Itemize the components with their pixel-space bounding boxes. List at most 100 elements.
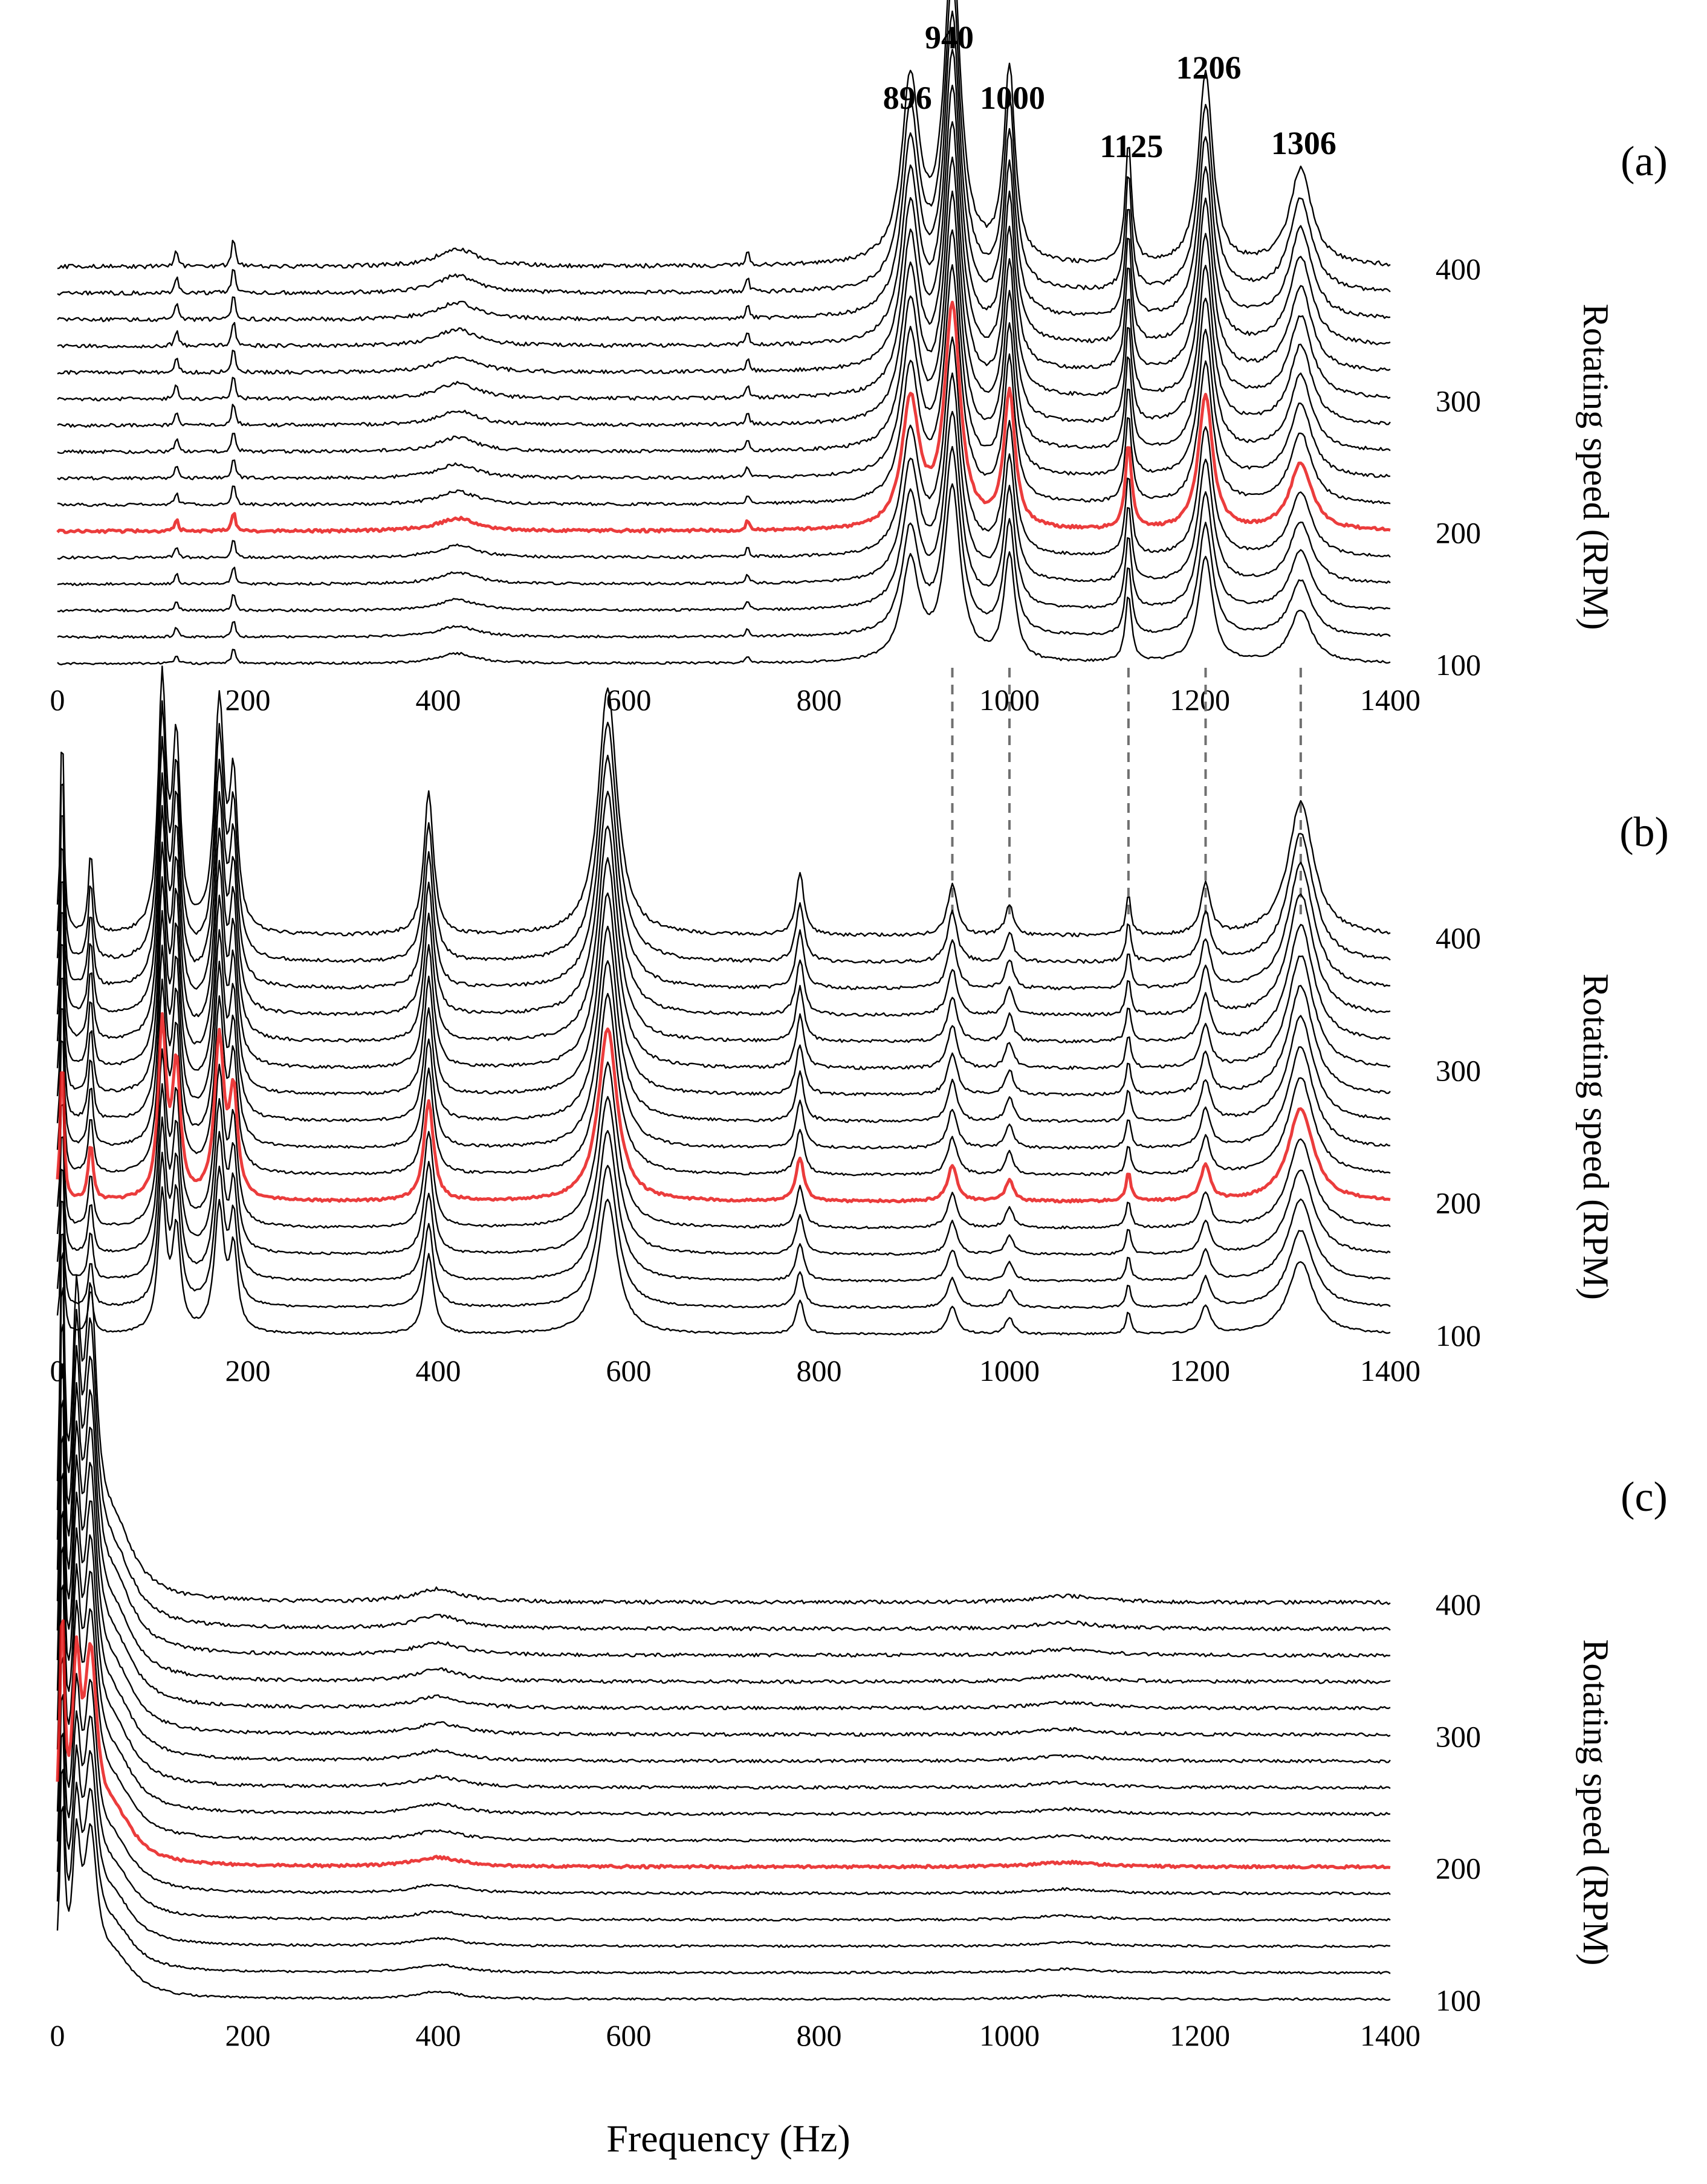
y-axis-title: Rotating speed (RPM) bbox=[1576, 974, 1616, 1300]
x-tick-label: 600 bbox=[606, 1354, 652, 1388]
x-tick-label: 800 bbox=[797, 2018, 842, 2052]
trace-rpm-400 bbox=[57, 0, 1391, 270]
panel-label: (b) bbox=[1619, 809, 1669, 856]
y-tick-label: 100 bbox=[1436, 1983, 1481, 2017]
x-tick-label: 200 bbox=[225, 1354, 271, 1388]
trace-rpm-180 bbox=[56, 1656, 1391, 1896]
panel-2: 0 200 400 600 800 1000 1200 1400100200300400Rot… bbox=[50, 1252, 1668, 2052]
y-axis-title: Rotating speed (RPM) bbox=[1576, 304, 1616, 630]
x-tick-label: 0 bbox=[50, 1354, 65, 1388]
x-tick-label: 0 bbox=[50, 683, 65, 717]
trace-rpm-220 bbox=[56, 1585, 1391, 1843]
trace-rpm-100 bbox=[57, 483, 1391, 665]
trace-rpm-240 bbox=[56, 945, 1391, 1150]
peak-annotation: 896 bbox=[883, 80, 932, 116]
peak-annotation: 1206 bbox=[1176, 50, 1242, 86]
y-axis-title: Rotating speed (RPM) bbox=[1576, 1640, 1616, 1966]
trace-rpm-180 bbox=[56, 1048, 1391, 1230]
trace-rpm-240 bbox=[56, 1546, 1391, 1817]
x-tick-label: 800 bbox=[797, 1354, 842, 1388]
peak-annotation: 1306 bbox=[1271, 125, 1336, 161]
trace-rpm-120 bbox=[56, 1151, 1391, 1309]
trace-rpm-100 bbox=[56, 1806, 1391, 2001]
x-tick-label: 200 bbox=[225, 683, 271, 717]
x-tick-label: 800 bbox=[797, 683, 842, 717]
x-tick-label: 1200 bbox=[1170, 683, 1230, 717]
trace-rpm-360 bbox=[56, 1323, 1391, 1658]
trace-rpm-160 bbox=[56, 1083, 1391, 1256]
x-tick-label: 200 bbox=[225, 2018, 271, 2052]
panel-label: (c) bbox=[1621, 1474, 1668, 1520]
x-tick-label: 1400 bbox=[1360, 1354, 1420, 1388]
trace-rpm-160 bbox=[57, 372, 1391, 586]
x-tick-label: 400 bbox=[416, 2018, 461, 2052]
trace-rpm-260 bbox=[57, 190, 1391, 454]
trace-rpm-140 bbox=[56, 1116, 1391, 1283]
trace-highlight-rpm-200 bbox=[56, 1619, 1391, 1870]
x-axis-title: Frequency (Hz) bbox=[606, 2117, 850, 2160]
y-tick-label: 400 bbox=[1436, 1588, 1481, 1621]
trace-rpm-160 bbox=[56, 1694, 1391, 1922]
panel-1: 0 200 400 600 800 1000 1200 1400 100 200 300 400 Rot… bbox=[50, 665, 1669, 1388]
y-tick-label: 100 bbox=[1436, 648, 1481, 682]
trace-rpm-340 bbox=[56, 772, 1391, 1017]
trace-rpm-280 bbox=[56, 876, 1391, 1097]
trace-rpm-280 bbox=[57, 157, 1391, 428]
trace-rpm-360 bbox=[56, 735, 1391, 990]
trace-highlight-rpm-200 bbox=[56, 300, 1391, 534]
y-tick-label: 400 bbox=[1436, 252, 1481, 286]
panel-label: (a) bbox=[1621, 138, 1668, 185]
x-tick-label: 1400 bbox=[1360, 683, 1420, 717]
y-tick-label: 200 bbox=[1436, 516, 1481, 550]
trace-rpm-220 bbox=[56, 978, 1391, 1177]
trace-rpm-140 bbox=[56, 1733, 1391, 1948]
y-tick-label: 300 bbox=[1436, 1719, 1481, 1753]
y-tick-label: 400 bbox=[1436, 921, 1481, 955]
trace-rpm-340 bbox=[56, 1363, 1391, 1684]
trace-rpm-360 bbox=[57, 10, 1391, 323]
peak-annotation: 1000 bbox=[980, 80, 1045, 116]
x-tick-label: 0 bbox=[50, 2018, 65, 2052]
trace-rpm-120 bbox=[56, 1768, 1391, 1975]
peak-annotation: 1125 bbox=[1100, 128, 1163, 164]
trace-rpm-260 bbox=[56, 1511, 1391, 1790]
y-tick-label: 100 bbox=[1436, 1319, 1481, 1352]
trace-rpm-240 bbox=[57, 229, 1391, 481]
trace-rpm-140 bbox=[57, 410, 1391, 613]
trace-rpm-300 bbox=[56, 841, 1391, 1070]
trace-rpm-260 bbox=[56, 909, 1391, 1123]
trace-rpm-120 bbox=[57, 445, 1391, 639]
x-tick-label: 400 bbox=[416, 683, 461, 717]
x-tick-label: 600 bbox=[606, 2018, 652, 2052]
trace-rpm-320 bbox=[56, 805, 1391, 1044]
trace-rpm-300 bbox=[57, 121, 1391, 402]
y-tick-label: 200 bbox=[1436, 1186, 1481, 1220]
trace-rpm-380 bbox=[56, 1287, 1391, 1632]
trace-rpm-320 bbox=[56, 1400, 1391, 1711]
x-tick-label: 1400 bbox=[1360, 2018, 1420, 2052]
trace-rpm-380 bbox=[56, 700, 1391, 964]
peak-annotation: 940 bbox=[925, 19, 974, 56]
x-tick-label: 1000 bbox=[979, 1354, 1040, 1388]
trace-rpm-300 bbox=[56, 1435, 1391, 1737]
trace-rpm-400 bbox=[56, 1252, 1391, 1605]
x-tick-label: 1200 bbox=[1170, 1354, 1230, 1388]
x-tick-label: 1000 bbox=[979, 2018, 1040, 2052]
trace-rpm-220 bbox=[57, 264, 1391, 507]
x-tick-label: 1200 bbox=[1170, 2018, 1230, 2052]
panel-0: 0 200 400 600 800 1000 1200 1400 100 200 300 400 Rot… bbox=[50, 0, 1668, 919]
trace-rpm-400 bbox=[56, 665, 1391, 937]
x-tick-label: 600 bbox=[606, 683, 652, 717]
y-tick-label: 300 bbox=[1436, 384, 1481, 418]
trace-rpm-380 bbox=[57, 0, 1391, 296]
trace-rpm-340 bbox=[57, 48, 1391, 349]
trace-rpm-280 bbox=[56, 1473, 1391, 1763]
trace-highlight-rpm-200 bbox=[56, 1012, 1391, 1204]
trace-rpm-100 bbox=[56, 1186, 1391, 1336]
trace-rpm-180 bbox=[57, 336, 1391, 560]
trace-rpm-320 bbox=[57, 85, 1391, 375]
y-tick-label: 300 bbox=[1436, 1053, 1481, 1087]
x-tick-label: 400 bbox=[416, 1354, 461, 1388]
y-tick-label: 200 bbox=[1436, 1852, 1481, 1885]
